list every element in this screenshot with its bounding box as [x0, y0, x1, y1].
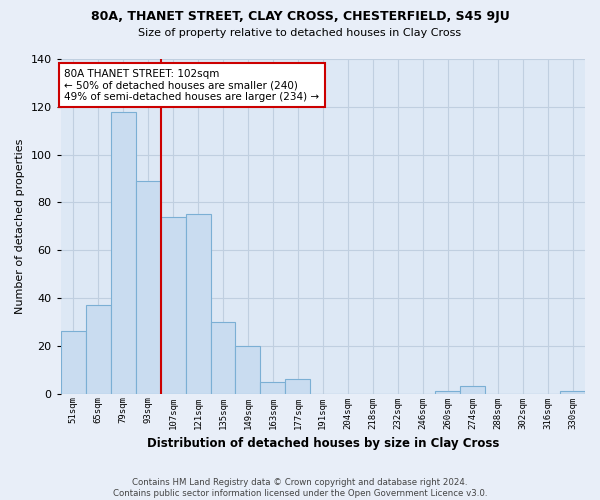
- Text: Contains HM Land Registry data © Crown copyright and database right 2024.
Contai: Contains HM Land Registry data © Crown c…: [113, 478, 487, 498]
- Bar: [286, 380, 310, 394]
- Bar: [161, 217, 185, 394]
- Bar: [61, 332, 86, 394]
- Bar: [235, 346, 260, 394]
- Bar: [435, 391, 460, 394]
- Bar: [136, 181, 161, 394]
- Bar: [185, 214, 211, 394]
- Bar: [86, 305, 110, 394]
- Bar: [560, 391, 585, 394]
- X-axis label: Distribution of detached houses by size in Clay Cross: Distribution of detached houses by size …: [146, 437, 499, 450]
- Bar: [260, 382, 286, 394]
- Bar: [460, 386, 485, 394]
- Text: Size of property relative to detached houses in Clay Cross: Size of property relative to detached ho…: [139, 28, 461, 38]
- Y-axis label: Number of detached properties: Number of detached properties: [15, 138, 25, 314]
- Text: 80A THANET STREET: 102sqm
← 50% of detached houses are smaller (240)
49% of semi: 80A THANET STREET: 102sqm ← 50% of detac…: [64, 68, 320, 102]
- Bar: [211, 322, 235, 394]
- Text: 80A, THANET STREET, CLAY CROSS, CHESTERFIELD, S45 9JU: 80A, THANET STREET, CLAY CROSS, CHESTERF…: [91, 10, 509, 23]
- Bar: [110, 112, 136, 394]
